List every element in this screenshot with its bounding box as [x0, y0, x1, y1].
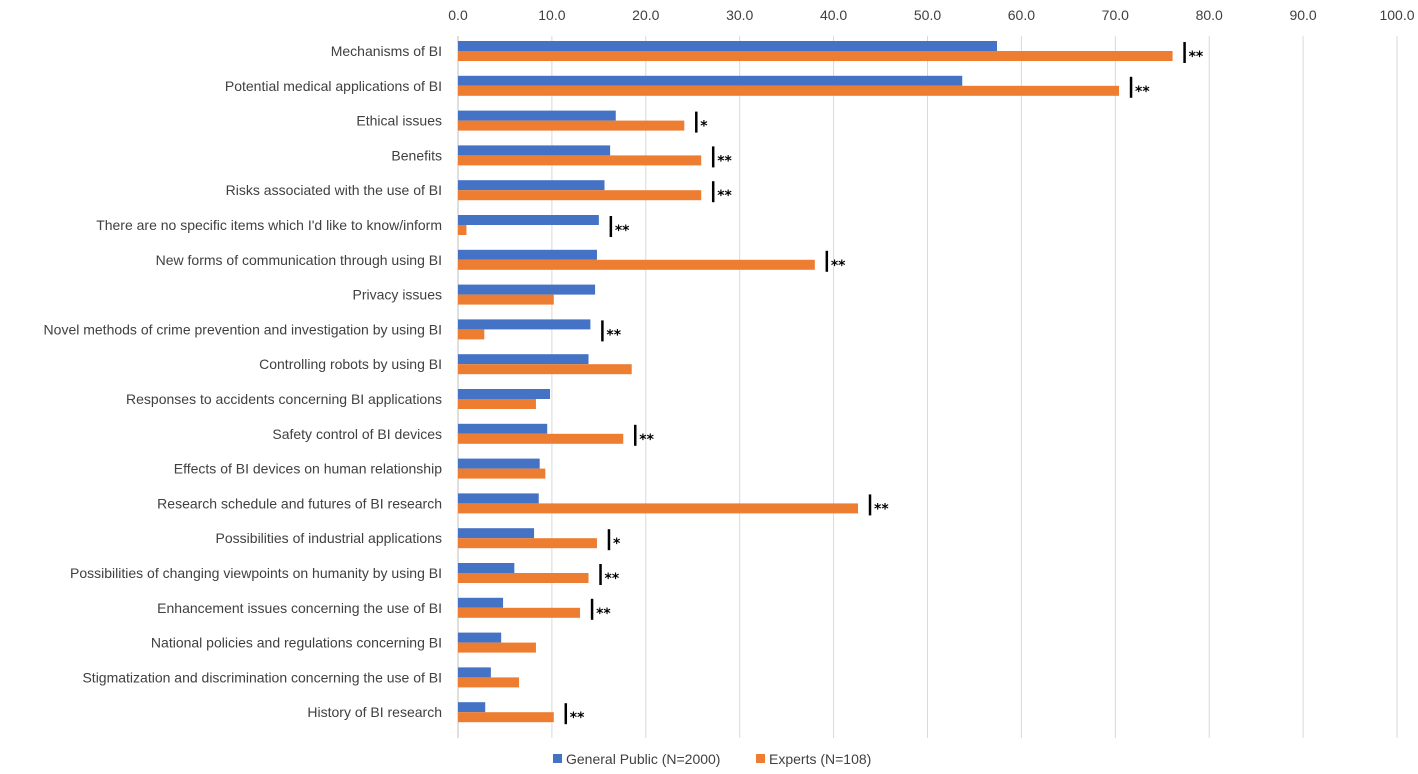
bar-general-public: [458, 458, 540, 469]
category-label: Risks associated with the use of BI: [226, 182, 442, 198]
significance-label: **: [639, 432, 654, 448]
x-tick-label: 100.0: [1379, 7, 1414, 23]
x-tick-label: 30.0: [726, 7, 753, 23]
bar-general-public: [458, 528, 535, 539]
bar-experts: [458, 538, 597, 549]
category-label: Novel methods of crime prevention and in…: [44, 321, 442, 337]
category-label: Controlling robots by using BI: [259, 356, 442, 372]
bar-general-public: [458, 493, 539, 504]
significance-label: **: [1135, 84, 1150, 100]
category-label: Effects of BI devices on human relations…: [174, 461, 442, 477]
bar-experts: [458, 468, 546, 479]
bar-experts: [458, 259, 815, 270]
bar-experts: [458, 329, 485, 340]
category-label: Potential medical applications of BI: [225, 78, 442, 94]
category-label: Possibilities of industrial applications: [216, 530, 442, 546]
x-tick-label: 60.0: [1008, 7, 1035, 23]
significance-label: **: [831, 258, 846, 274]
bar-experts: [458, 399, 536, 409]
x-tick-label: 90.0: [1289, 7, 1316, 23]
bars: [458, 41, 1173, 723]
bar-experts: [458, 712, 554, 723]
legend: General Public (N=2000) Experts (N=108): [553, 751, 871, 767]
bar-general-public: [458, 284, 596, 295]
bar-general-public: [458, 215, 599, 225]
bar-experts: [458, 677, 520, 688]
significance-label: *: [613, 536, 621, 552]
category-label: There are no specific items which I'd li…: [96, 217, 442, 233]
bar-general-public: [458, 597, 504, 608]
significance-label: **: [874, 501, 889, 517]
legend-label-general-public: General Public (N=2000): [566, 751, 720, 767]
significance-label: **: [717, 188, 732, 204]
x-tick-label: 80.0: [1196, 7, 1223, 23]
bar-general-public: [458, 75, 963, 86]
x-tick-label: 20.0: [632, 7, 659, 23]
x-tick-label: 0.0: [448, 7, 468, 23]
bar-general-public: [458, 145, 611, 156]
category-label: Stigmatization and discrimination concer…: [82, 669, 442, 685]
bar-experts: [458, 573, 589, 583]
bar-experts: [458, 120, 685, 131]
significance-label: **: [606, 327, 621, 343]
bar-general-public: [458, 110, 616, 121]
x-axis-ticks: 0.0 10.0 20.0 30.0 40.0 50.0 60.0 70.0 80.0 90.0 1…: [448, 7, 1414, 23]
bar-general-public: [458, 423, 548, 434]
bar-experts: [458, 85, 1120, 96]
significance-label: **: [596, 606, 611, 622]
x-tick-label: 70.0: [1102, 7, 1129, 23]
significance-label: **: [717, 153, 732, 169]
significance-markers: **************************: [564, 42, 1204, 726]
category-label: Possibilities of changing viewpoints on …: [70, 565, 442, 581]
gridlines: [457, 36, 1398, 738]
category-label: History of BI research: [307, 704, 442, 720]
bar-general-public: [458, 702, 486, 713]
bar-general-public: [458, 632, 502, 643]
legend-swatch-experts: [756, 754, 765, 763]
x-tick-label: 40.0: [820, 7, 847, 23]
category-label: Safety control of BI devices: [272, 426, 442, 442]
bar-experts: [458, 294, 554, 305]
bar-experts: [458, 433, 624, 444]
bar-general-public: [458, 319, 591, 330]
bar-experts: [458, 51, 1173, 61]
category-label: Ethical issues: [356, 113, 442, 129]
significance-label: **: [570, 710, 585, 726]
bar-experts: [458, 364, 632, 375]
bar-experts: [458, 225, 467, 235]
bar-experts: [458, 503, 859, 514]
x-tick-label: 50.0: [914, 7, 941, 23]
significance-label: **: [615, 223, 630, 239]
bar-general-public: [458, 249, 597, 260]
category-labels: Mechanisms of BI Potential medical applic…: [44, 43, 443, 720]
bar-general-public: [458, 180, 605, 191]
bar-general-public: [458, 389, 551, 399]
bar-experts: [458, 155, 702, 166]
category-label: National policies and regulations concer…: [151, 635, 442, 651]
category-label: Benefits: [391, 147, 442, 163]
category-label: Research schedule and futures of BI rese…: [157, 495, 442, 511]
bar-general-public: [458, 667, 491, 678]
category-label: Privacy issues: [353, 287, 442, 303]
category-label: Mechanisms of BI: [331, 43, 442, 59]
bar-experts: [458, 607, 581, 618]
bar-general-public: [458, 41, 997, 51]
significance-label: *: [700, 119, 708, 135]
bar-general-public: [458, 354, 589, 365]
x-tick-label: 10.0: [538, 7, 565, 23]
category-label: Responses to accidents concerning BI app…: [126, 391, 442, 407]
bar-general-public: [458, 563, 515, 573]
bar-experts: [458, 642, 536, 653]
legend-swatch-general-public: [553, 754, 562, 763]
legend-label-experts: Experts (N=108): [769, 751, 871, 767]
bar-experts: [458, 190, 702, 201]
category-label: Enhancement issues concerning the use of…: [157, 600, 442, 616]
significance-label: **: [605, 571, 620, 587]
category-label: New forms of communication through using…: [156, 252, 442, 268]
significance-label: **: [1189, 49, 1204, 65]
